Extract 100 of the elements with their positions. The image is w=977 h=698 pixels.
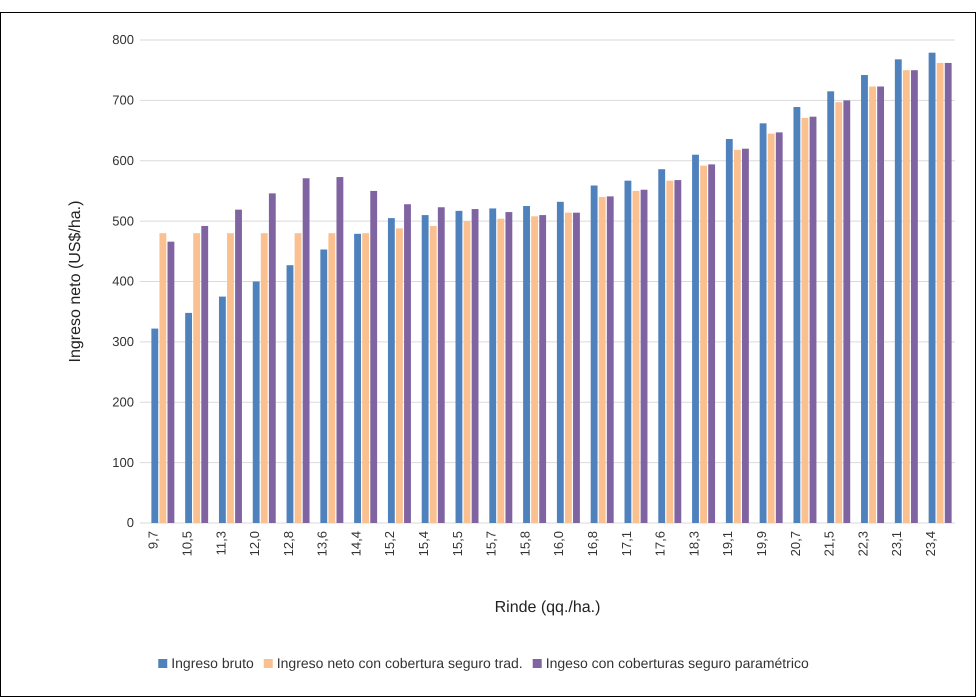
bar [861, 75, 868, 523]
bar [894, 59, 902, 523]
x-tick-label: 19,9 [754, 531, 769, 556]
bar [835, 102, 842, 523]
x-tick-label: 12,8 [280, 531, 296, 556]
x-tick-label: 17,6 [652, 531, 668, 556]
bar [151, 328, 158, 523]
bar [910, 70, 918, 523]
bar [464, 221, 470, 523]
bar [168, 242, 174, 523]
bar [598, 196, 606, 523]
y-tick-label: 800 [112, 32, 134, 48]
bar [768, 134, 775, 523]
bar [658, 169, 666, 523]
bar [201, 226, 208, 523]
bar [252, 282, 260, 523]
y-tick-label: 500 [112, 213, 134, 228]
bar [944, 62, 952, 523]
bar [742, 148, 749, 523]
bar [531, 216, 538, 523]
bar [430, 226, 437, 523]
bar [700, 166, 707, 523]
bar [489, 208, 496, 523]
bar [573, 212, 580, 523]
legend-label: Ingreso neto con cobertura seguro trad. [276, 655, 523, 671]
bar [734, 150, 741, 523]
bar [336, 177, 344, 523]
bar [564, 212, 572, 523]
bar [268, 193, 276, 523]
x-tick-label: 15,7 [484, 531, 499, 556]
bar [760, 123, 767, 523]
bar [640, 190, 648, 523]
x-tick-label: 17,1 [618, 531, 634, 556]
legend-label: Ingreso bruto [171, 655, 254, 671]
bar [362, 233, 370, 523]
bar [692, 154, 699, 523]
x-tick-label: 22,3 [855, 531, 870, 556]
x-tick-label: 23,4 [922, 531, 938, 556]
bar [422, 215, 429, 523]
bar [936, 62, 944, 523]
bar [632, 190, 640, 523]
y-tick-label: 300 [112, 334, 134, 350]
bar [793, 107, 800, 523]
bar [354, 234, 361, 523]
bar [472, 209, 479, 523]
x-tick-label: 19,1 [720, 531, 736, 556]
bar [877, 86, 884, 523]
bar [666, 180, 674, 523]
legend-label: Ingeso con coberturas seguro paramétrico [546, 655, 809, 671]
bar [708, 164, 716, 523]
x-tick-label: 20,7 [788, 531, 803, 556]
bar [843, 100, 850, 523]
bar [286, 265, 294, 523]
bar [590, 186, 598, 523]
x-tick-label: 15,4 [416, 531, 432, 556]
bar [404, 204, 411, 523]
y-axis-title: Ingreso neto (US$/ha.) [67, 200, 84, 362]
bar [438, 207, 445, 523]
bar [606, 196, 614, 523]
x-tick-label: 16,0 [551, 531, 566, 556]
bar [185, 312, 192, 523]
x-tick-label: 15,5 [450, 531, 465, 556]
bar [328, 233, 336, 523]
x-tick-label: 23,1 [889, 531, 904, 556]
bar [370, 190, 378, 523]
y-tick-label: 700 [112, 92, 134, 108]
bar [320, 250, 328, 523]
bar [388, 218, 395, 523]
x-tick-label: 15,2 [382, 531, 398, 556]
bar [869, 86, 876, 523]
bar [523, 206, 530, 523]
x-axis-title: Rinde (qq./ha.) [494, 599, 600, 616]
y-tick-label: 0 [126, 515, 134, 530]
x-tick-label: 9,7 [146, 531, 161, 550]
bar [227, 233, 234, 523]
bar [218, 296, 226, 523]
x-tick-label: 18,3 [686, 531, 702, 556]
bar [674, 180, 682, 523]
bar [827, 91, 834, 523]
bar [193, 233, 200, 523]
bar [928, 52, 936, 523]
y-tick-label: 200 [112, 394, 134, 410]
bar [235, 210, 242, 523]
y-tick-label: 600 [112, 152, 134, 168]
y-tick-label: 400 [112, 274, 134, 289]
bar [497, 218, 504, 523]
bar [302, 178, 310, 523]
bar [726, 139, 733, 523]
y-tick-label: 100 [112, 454, 134, 470]
bar [539, 215, 546, 523]
bar [159, 233, 166, 523]
bar [810, 116, 816, 523]
x-tick-label: 15,8 [517, 531, 532, 556]
x-tick-label: 21,5 [822, 531, 837, 556]
bar [505, 212, 512, 523]
bar [802, 118, 808, 523]
x-tick-label: 11,3 [213, 531, 228, 556]
bar [776, 132, 783, 523]
bar [260, 233, 268, 523]
x-tick-label: 10,5 [179, 531, 194, 556]
